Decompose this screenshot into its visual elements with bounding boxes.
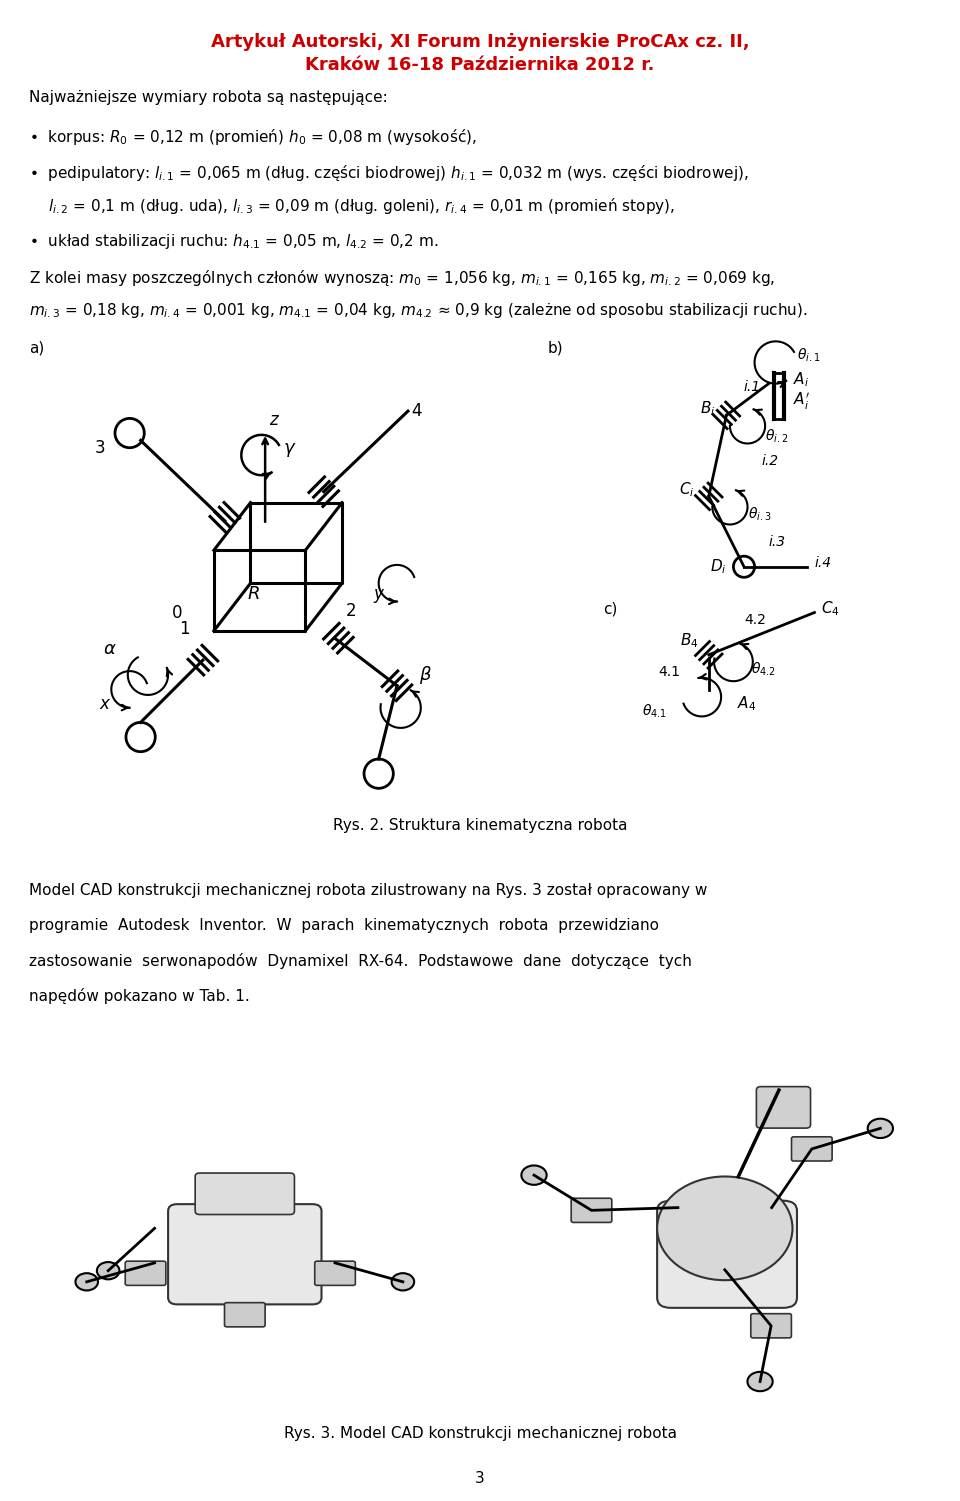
Text: α: α (103, 639, 115, 657)
Text: 4.2: 4.2 (744, 612, 766, 626)
FancyBboxPatch shape (657, 1201, 797, 1307)
Text: Kraków 16-18 Października 2012 r.: Kraków 16-18 Października 2012 r. (305, 56, 655, 74)
Text: b): b) (547, 341, 563, 356)
Text: $\theta_{i.1}$: $\theta_{i.1}$ (797, 347, 820, 365)
Text: $C_i$: $C_i$ (679, 480, 695, 498)
Text: $A_i'$: $A_i'$ (793, 390, 810, 411)
Text: z: z (269, 411, 277, 429)
Text: c): c) (603, 602, 617, 617)
Circle shape (868, 1118, 893, 1138)
Text: $A_4$: $A_4$ (737, 695, 756, 713)
Text: $\theta_{4.2}$: $\theta_{4.2}$ (751, 660, 776, 677)
Text: •  pedipulatory: $l_{i.1}$ = 0,065 m (dług. części biodrowej) $h_{i.1}$ = 0,032 : • pedipulatory: $l_{i.1}$ = 0,065 m (dłu… (29, 164, 749, 183)
FancyBboxPatch shape (125, 1261, 166, 1285)
Circle shape (521, 1165, 546, 1184)
Text: $m_{i.3}$ = 0,18 kg, $m_{i.4}$ = 0,001 kg, $m_{4.1}$ = 0,04 kg, $m_{4.2}$ ≈ 0,9 : $m_{i.3}$ = 0,18 kg, $m_{i.4}$ = 0,001 k… (29, 300, 807, 320)
Circle shape (76, 1273, 98, 1291)
FancyBboxPatch shape (751, 1313, 791, 1337)
FancyBboxPatch shape (315, 1261, 355, 1285)
Text: i.1: i.1 (744, 380, 761, 395)
Text: $A_i$: $A_i$ (793, 371, 809, 389)
Circle shape (392, 1273, 414, 1291)
Text: β: β (419, 666, 430, 684)
FancyBboxPatch shape (168, 1204, 322, 1304)
Text: programie  Autodesk  Inventor.  W  parach  kinematycznych  robota  przewidziano: programie Autodesk Inventor. W parach ki… (29, 919, 659, 934)
Text: 4.1: 4.1 (659, 665, 681, 680)
Text: Z kolei masy poszczególnych członów wynoszą: $m_0$ = 1,056 kg, $m_{i.1}$ = 0,165: Z kolei masy poszczególnych członów wyno… (29, 269, 775, 288)
Text: i.3: i.3 (769, 534, 786, 549)
Text: •  układ stabilizacji ruchu: $h_{4.1}$ = 0,05 m, $l_{4.2}$ = 0,2 m.: • układ stabilizacji ruchu: $h_{4.1}$ = … (29, 233, 438, 251)
Text: napędów pokazano w Tab. 1.: napędów pokazano w Tab. 1. (29, 988, 250, 1004)
Text: a): a) (29, 341, 44, 356)
FancyBboxPatch shape (791, 1136, 832, 1160)
Text: 4: 4 (412, 402, 422, 420)
Circle shape (97, 1262, 119, 1279)
Text: Najważniejsze wymiary robota są następujące:: Najważniejsze wymiary robota są następuj… (29, 90, 388, 105)
Circle shape (658, 1177, 793, 1280)
Text: $B_4$: $B_4$ (680, 632, 698, 650)
Text: $\theta_{i.3}$: $\theta_{i.3}$ (748, 506, 771, 522)
FancyBboxPatch shape (195, 1174, 295, 1214)
Text: zastosowanie  serwonapodów  Dynamixel  RX-64.  Podstawowe  dane  dotyczące  tych: zastosowanie serwonapodów Dynamixel RX-6… (29, 953, 691, 970)
Text: 2: 2 (346, 602, 356, 620)
Text: 3: 3 (475, 1471, 485, 1486)
FancyBboxPatch shape (756, 1087, 810, 1129)
Text: Artykuł Autorski, XI Forum Inżynierskie ProCAx cz. II,: Artykuł Autorski, XI Forum Inżynierskie … (210, 33, 750, 51)
Text: Rys. 2. Struktura kinematyczna robota: Rys. 2. Struktura kinematyczna robota (333, 818, 627, 833)
Text: 3: 3 (95, 438, 106, 456)
Text: 0: 0 (172, 603, 182, 621)
Text: $C_4$: $C_4$ (822, 599, 840, 618)
Text: $\theta_{4.1}$: $\theta_{4.1}$ (641, 702, 666, 720)
Text: •  korpus: $R_0$ = 0,12 m (promień) $h_0$ = 0,08 m (wysokość),: • korpus: $R_0$ = 0,12 m (promień) $h_0$… (29, 128, 476, 147)
Circle shape (748, 1372, 773, 1391)
Text: y: y (373, 585, 384, 603)
FancyBboxPatch shape (225, 1303, 265, 1327)
Text: $B_i$: $B_i$ (701, 399, 716, 417)
Text: R: R (248, 585, 260, 603)
Text: $l_{i.2}$ = 0,1 m (dług. uda), $l_{i.3}$ = 0,09 m (dług. goleni), $r_{i.4}$ = 0,: $l_{i.2}$ = 0,1 m (dług. uda), $l_{i.3}$… (48, 197, 675, 216)
Text: i.4: i.4 (814, 557, 831, 570)
FancyBboxPatch shape (571, 1198, 612, 1222)
Text: $D_i$: $D_i$ (709, 557, 727, 576)
Text: x: x (99, 695, 108, 713)
Text: γ: γ (283, 438, 294, 456)
Text: Model CAD konstrukcji mechanicznej robota zilustrowany na Rys. 3 został opracowa: Model CAD konstrukcji mechanicznej robot… (29, 883, 708, 898)
Text: 1: 1 (180, 620, 190, 638)
Text: Rys. 3. Model CAD konstrukcji mechanicznej robota: Rys. 3. Model CAD konstrukcji mechaniczn… (283, 1426, 677, 1441)
Text: $\theta_{i.2}$: $\theta_{i.2}$ (765, 428, 788, 446)
Text: i.2: i.2 (761, 455, 779, 468)
